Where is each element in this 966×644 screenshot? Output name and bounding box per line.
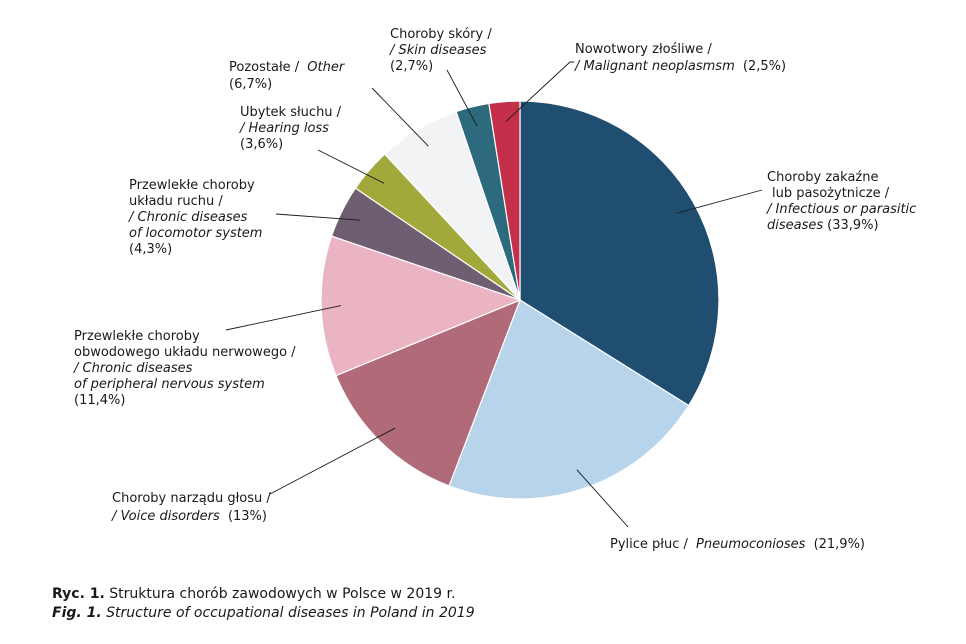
label-voice-pl: Choroby narządu głosu /	[112, 491, 271, 506]
label-infectious-en: / Infectious or parasitic	[766, 202, 916, 217]
label-malignant-en: / Malignant neoplasmsm	[574, 59, 735, 74]
label-malignant-pct: (2,5%)	[743, 59, 786, 74]
caption-en-text: Structure of occupational diseases in Po…	[101, 605, 475, 621]
caption-pl-prefix: Ryc. 1.	[52, 586, 105, 602]
label-peripheral-pct: (11,4%)	[74, 393, 125, 408]
label-locomotor-pl-2: układu ruchu /	[129, 194, 223, 209]
pie-chart: Choroby zakaźne lub pasożytnicze / / Inf…	[73, 27, 920, 552]
label-hearing-pct: (3,6%)	[240, 137, 283, 152]
label-locomotor-pct: (4,3%)	[129, 242, 172, 257]
label-skin-pct: (2,7%)	[390, 59, 433, 74]
label-pneumo-pct: (21,9%)	[814, 537, 865, 552]
label-other-pct: (6,7%)	[229, 77, 272, 92]
label-infectious-pct: (33,9%)	[827, 218, 878, 233]
label-other-en: Other	[307, 60, 346, 75]
figure-caption: Ryc. 1. Struktura chorób zawodowych w Po…	[52, 585, 475, 623]
caption-polish: Ryc. 1. Struktura chorób zawodowych w Po…	[52, 585, 475, 604]
label-locomotor-pl: Przewlekłe choroby	[129, 178, 255, 193]
label-infectious-pl-2: lub pasożytnicze /	[772, 186, 890, 201]
label-infectious: Choroby zakaźne lub pasożytnicze /	[767, 170, 890, 201]
leader-line-4	[275, 213, 360, 221]
leader-line-7	[446, 69, 478, 127]
label-voice-pct: (13%)	[228, 509, 267, 524]
caption-en-prefix: Fig. 1.	[52, 605, 102, 621]
label-hearing-en: / Hearing loss	[239, 121, 329, 136]
leader-line-1	[576, 469, 629, 528]
pie-outline	[320, 100, 720, 500]
caption-pl-text: Struktura chorób zawodowych w Polsce w 2…	[104, 586, 456, 602]
label-other-pl: Pozostałe /	[229, 60, 300, 75]
label-hearing: Ubytek słuchu / / Hearing loss (3,6%)	[239, 105, 345, 152]
label-infectious-2: / Infectious or parasitic diseases (33,9%…	[766, 202, 920, 233]
label-locomotor-en: / Chronic diseases	[128, 210, 248, 225]
label-skin-en: / Skin diseases	[389, 43, 487, 58]
label-locomotor-en-2: of locomotor system	[129, 226, 262, 241]
label-voice-en: / Voice disorders	[111, 509, 220, 524]
label-pneumoconioses: Pylice płuc / Pneumoconioses (21,9%)	[610, 537, 865, 552]
label-peripheral-en-2: of peripheral nervous system	[74, 377, 265, 392]
leader-line-2	[269, 427, 396, 495]
label-malignant-pl: Nowotwory złośliwe /	[575, 42, 712, 57]
caption-english: Fig. 1. Structure of occupational diseas…	[52, 604, 475, 623]
label-locomotor: Przewlekłe choroby układu ruchu / / Chro…	[128, 178, 267, 257]
label-infectious-pl: Choroby zakaźne	[767, 170, 878, 185]
label-skin-pl: Choroby skóry /	[390, 27, 492, 42]
leader-line-0	[676, 189, 763, 214]
label-infectious-en-2: diseases (33,9%)	[767, 218, 879, 233]
label-peripheral-en: / Chronic diseases	[73, 361, 193, 376]
label-peripheral: Przewlekłe choroby obwodowego układu ner…	[73, 329, 300, 408]
label-malignant: Nowotwory złośliwe / / Malignant neoplas…	[574, 42, 786, 74]
label-peripheral-pl: Przewlekłe choroby	[74, 329, 200, 344]
leader-line-3	[225, 305, 342, 331]
label-voice: Choroby narządu głosu / / Voice disorder…	[111, 491, 275, 524]
label-hearing-pl: Ubytek słuchu /	[240, 105, 342, 120]
label-pneumo-en: Pneumoconioses	[696, 537, 806, 552]
leader-line-6	[371, 87, 429, 147]
leader-line-5	[317, 149, 385, 184]
leader-line-8	[505, 61, 574, 122]
label-peripheral-pl-2: obwodowego układu nerwowego /	[74, 345, 296, 360]
label-other: Pozostałe / Other (6,7%)	[229, 60, 348, 92]
label-skin: Choroby skóry / / Skin diseases (2,7%)	[389, 27, 496, 74]
label-pneumo-pl: Pylice płuc /	[610, 537, 688, 552]
label-infectious-en-word: diseases	[767, 218, 823, 233]
